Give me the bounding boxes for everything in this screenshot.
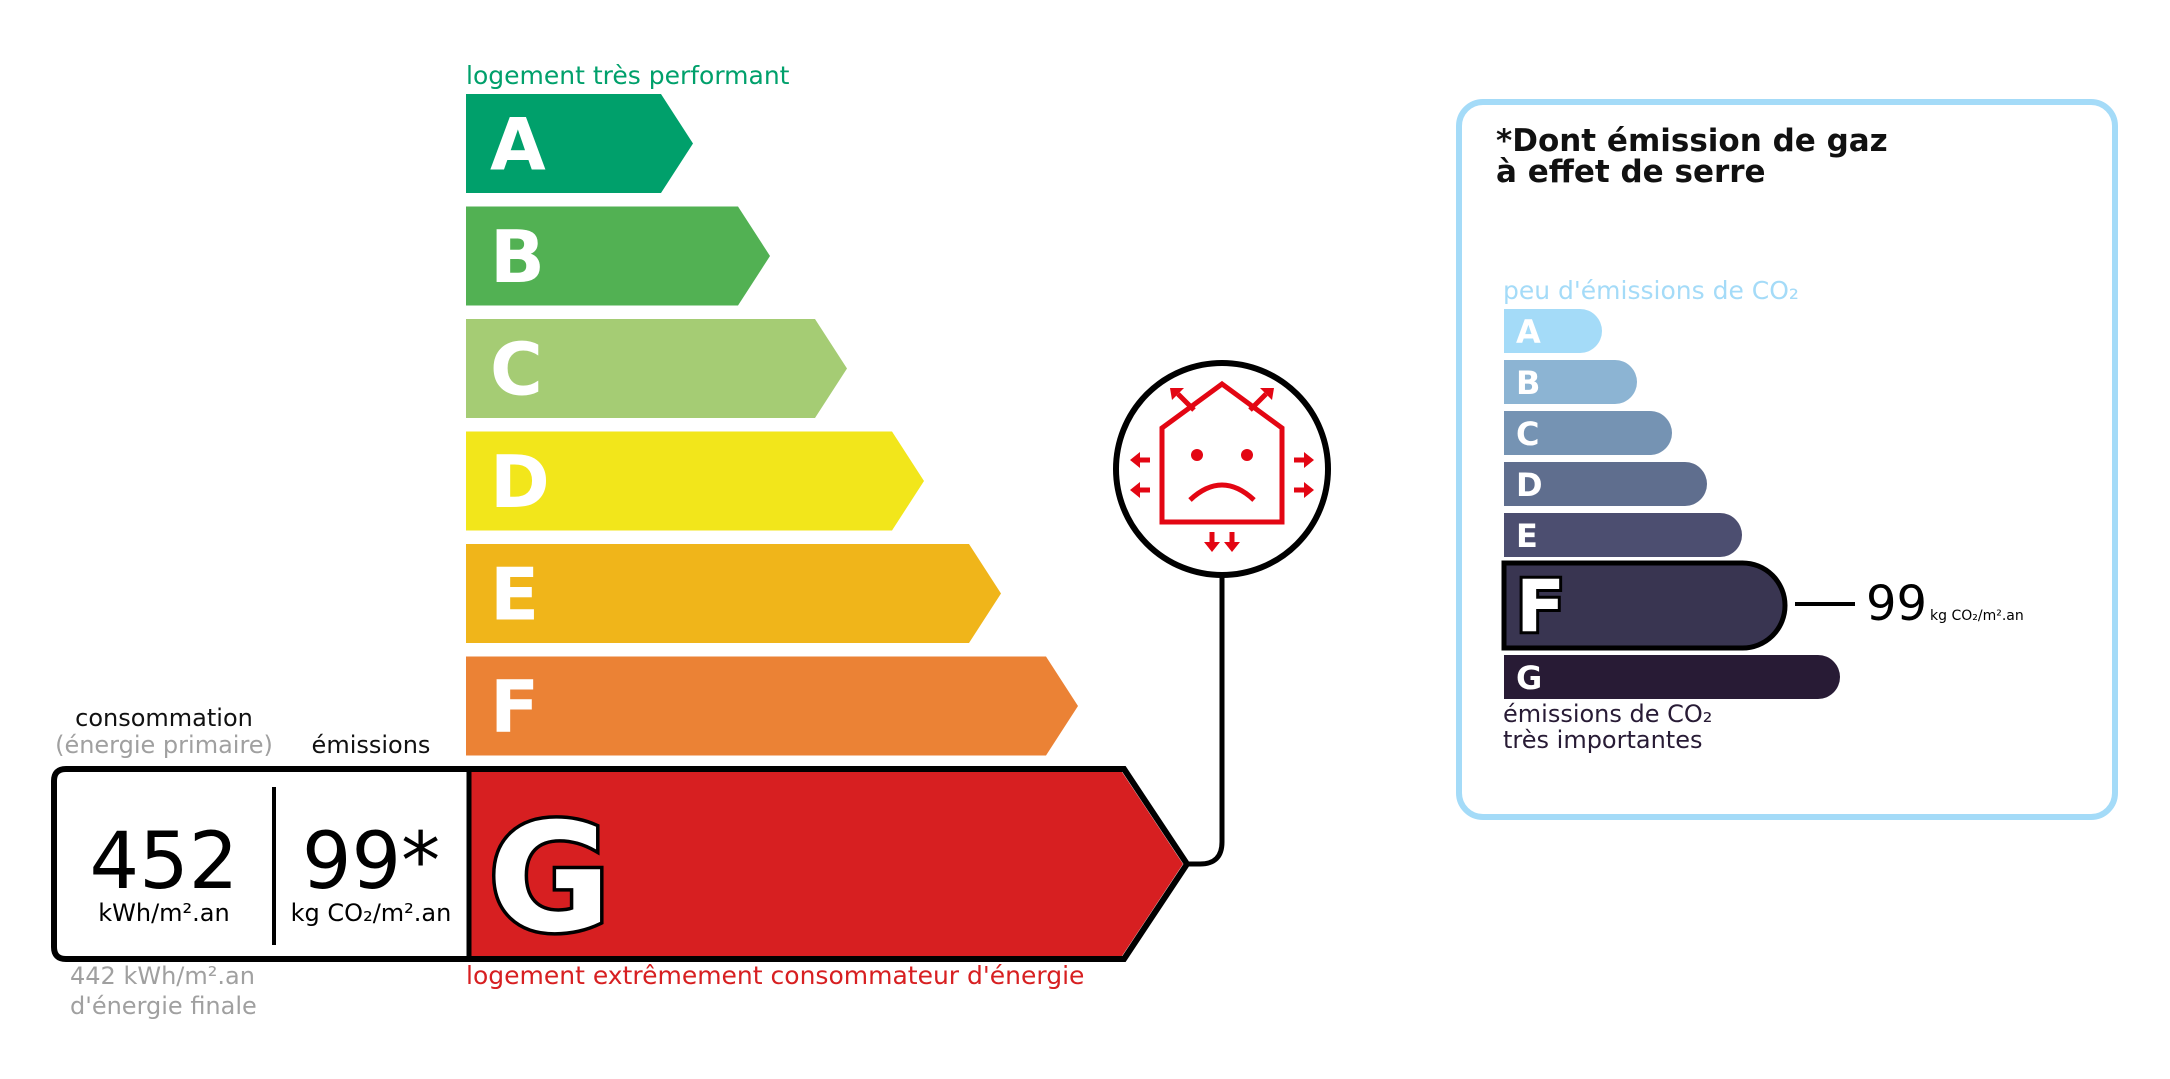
ghg-bar-shape bbox=[1501, 560, 1788, 651]
ghg-bar-b: B bbox=[1504, 360, 1637, 404]
consumption-unit: kWh/m².an bbox=[98, 899, 229, 927]
final-energy-value: 442 kWh/m².an bbox=[70, 962, 255, 990]
consumption-value: 452 bbox=[90, 817, 239, 907]
emissions-unit: kg CO₂/m².an bbox=[291, 899, 452, 927]
energy-bar-c: C bbox=[466, 319, 847, 418]
ghg-bar-a: A bbox=[1504, 309, 1602, 353]
current-class-letter: G bbox=[488, 792, 611, 966]
ghg-bar-letter: D bbox=[1516, 466, 1543, 504]
ghg-value: 99 bbox=[1866, 576, 1927, 632]
energy-bottom-label: logement extrêmement consommateur d'éner… bbox=[466, 961, 1084, 990]
energy-bar-shape bbox=[466, 431, 924, 531]
ghg-title-line1: *Dont émission de gaz bbox=[1496, 123, 1888, 159]
energy-bar-g bbox=[469, 772, 1183, 956]
ghg-bar-letter: C bbox=[1516, 415, 1539, 453]
ghg-top-label: peu d'émissions de CO₂ bbox=[1503, 276, 1799, 305]
consumption-label: consommation bbox=[75, 704, 253, 732]
energy-bar-letter: C bbox=[490, 328, 543, 412]
connector-line bbox=[1187, 577, 1225, 867]
ghg-bar-letter: G bbox=[1516, 659, 1542, 697]
energy-bar-shape bbox=[466, 319, 847, 418]
ghg-title-line2: à effet de serre bbox=[1496, 154, 1766, 190]
final-energy-label: d'énergie finale bbox=[70, 992, 257, 1020]
ghg-unit: kg CO₂/m².an bbox=[1930, 608, 2024, 624]
emissions-label: émissions bbox=[312, 731, 431, 759]
ghg-bar-shape bbox=[1504, 360, 1637, 404]
ghg-bottom-label-line2: très importantes bbox=[1503, 726, 1703, 754]
ghg-bar-e: E bbox=[1504, 513, 1742, 557]
unhappy-house-heat-loss-icon bbox=[1113, 360, 1331, 578]
energy-bar-shape bbox=[466, 94, 693, 193]
ghg-bar-shape bbox=[1504, 655, 1840, 699]
consumption-sub-label: (énergie primaire) bbox=[55, 731, 273, 759]
ghg-bar-g: G bbox=[1504, 655, 1840, 699]
energy-bar-letter: A bbox=[490, 103, 546, 187]
ghg-bar-c: C bbox=[1504, 411, 1672, 455]
ghg-bar-shape bbox=[1504, 411, 1672, 455]
energy-bar-letter: D bbox=[490, 440, 550, 524]
ghg-bottom-label-line1: émissions de CO₂ bbox=[1503, 700, 1712, 728]
ghg-bar-f: F bbox=[1501, 560, 1788, 652]
energy-bar-letter: F bbox=[490, 665, 539, 749]
energy-bar-f: F bbox=[466, 656, 1078, 756]
ghg-bar-letter: E bbox=[1516, 517, 1538, 555]
energy-bar-shape bbox=[466, 656, 1078, 756]
ghg-bar-shape bbox=[1504, 309, 1602, 353]
ghg-bar-letter: B bbox=[1516, 364, 1540, 402]
energy-bar-a: A bbox=[466, 94, 693, 193]
ghg-bar-shape bbox=[1504, 462, 1707, 506]
energy-bar-d: D bbox=[466, 431, 924, 531]
energy-bar-e: E bbox=[466, 544, 1001, 643]
energy-bar-b: B bbox=[466, 206, 770, 306]
ghg-bar-letter: F bbox=[1516, 565, 1565, 649]
energy-bar-shape bbox=[466, 206, 770, 306]
energy-bar-shape bbox=[466, 544, 1001, 643]
ghg-bar-d: D bbox=[1504, 462, 1707, 506]
energy-bar-letter: B bbox=[490, 215, 545, 299]
energy-top-label: logement très performant bbox=[466, 61, 790, 90]
ghg-bar-letter: A bbox=[1516, 313, 1541, 351]
ghg-bar-shape bbox=[1504, 513, 1742, 557]
energy-bar-letter: E bbox=[490, 553, 539, 637]
emissions-value: 99* bbox=[302, 817, 440, 907]
